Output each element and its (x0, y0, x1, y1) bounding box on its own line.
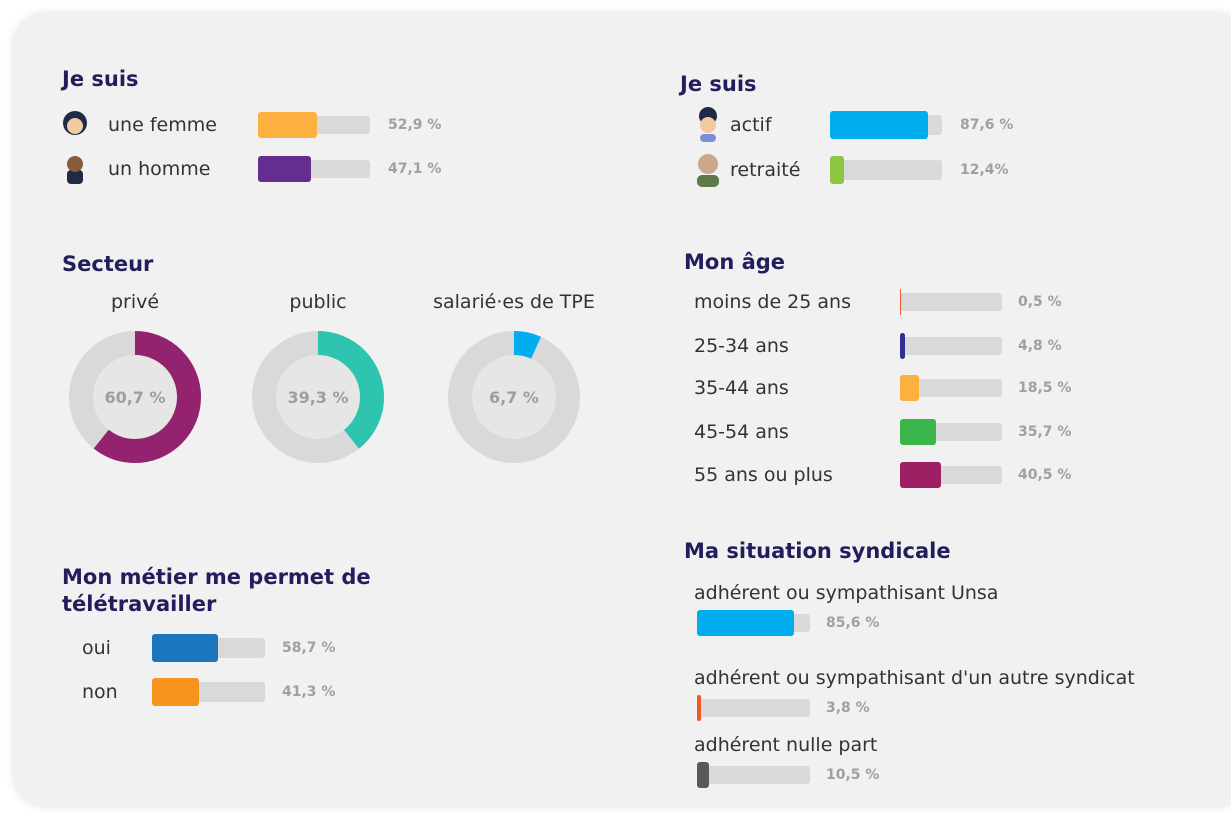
icon-woman (63, 111, 87, 135)
value-label: 87,6 % (960, 117, 1013, 133)
bar-label: un homme (108, 158, 211, 180)
bar-label: une femme (108, 114, 217, 136)
bar (258, 112, 317, 138)
donut-value: 39,3 % (287, 388, 348, 407)
section-title: Je suis (680, 71, 1220, 98)
section-title: Ma situation syndicale (684, 538, 1224, 565)
bar (830, 156, 844, 184)
bar-track (830, 160, 942, 180)
value-label: 18,5 % (1018, 380, 1071, 396)
icon-man (67, 156, 83, 184)
icon-retired (697, 154, 719, 187)
bar-track (900, 337, 1002, 355)
value-label: 58,7 % (282, 640, 335, 656)
value-label: 10,5 % (826, 767, 879, 783)
icon-active (699, 107, 717, 142)
bar (900, 333, 905, 359)
bar-label: non (82, 681, 118, 703)
value-label: 3,8 % (826, 700, 870, 716)
bar-label: 35-44 ans (694, 377, 789, 399)
bar-label: moins de 25 ans (694, 291, 851, 313)
value-label: 40,5 % (1018, 467, 1071, 483)
value-label: 41,3 % (282, 684, 335, 700)
value-label: 0,5 % (1018, 294, 1062, 310)
section-title: Secteur (62, 251, 602, 278)
donut-title: privé (111, 291, 159, 313)
bar (697, 762, 709, 788)
bar-label: adhérent ou sympathisant Unsa (694, 582, 998, 604)
donut-title: public (289, 291, 346, 313)
bar-label: 45-54 ans (694, 421, 789, 443)
bar-label: retraité (730, 159, 800, 181)
bar-label: 25-34 ans (694, 335, 789, 357)
value-label: 35,7 % (1018, 424, 1071, 440)
bar (900, 419, 936, 445)
bar-label: 55 ans ou plus (694, 464, 833, 486)
bar (900, 289, 901, 315)
value-label: 52,9 % (388, 117, 441, 133)
section-title: Mon âge (684, 249, 1224, 276)
bar-track (697, 766, 810, 784)
bar-label: adhérent nulle part (694, 734, 877, 756)
bar-track (900, 293, 1002, 311)
bar (258, 156, 311, 182)
value-label: 4,8 % (1018, 338, 1062, 354)
bar (152, 634, 218, 662)
value-label: 85,6 % (826, 615, 879, 631)
bar (697, 610, 794, 636)
bar (830, 111, 928, 139)
bar (152, 678, 199, 706)
bar (900, 375, 919, 401)
bar-track (697, 699, 810, 717)
bar-label: adhérent ou sympathisant d'un autre synd… (694, 667, 1135, 689)
donut-value: 60,7 % (104, 388, 165, 407)
page: 60,7 % 39,3 % 6,7 % Je suis une femme 52,9 %… (0, 0, 1231, 820)
value-label: 47,1 % (388, 161, 441, 177)
bar (900, 462, 941, 488)
donut-value: 6,7 % (489, 388, 539, 407)
section-title: Mon métier me permet de télétravailler (62, 564, 382, 618)
section-title: Je suis (62, 66, 602, 93)
bar-label: actif (730, 114, 772, 136)
bar (697, 695, 701, 721)
value-label: 12,4% (960, 162, 1009, 178)
bar-label: oui (82, 637, 111, 659)
donut-title: salarié·es de TPE (433, 291, 595, 313)
